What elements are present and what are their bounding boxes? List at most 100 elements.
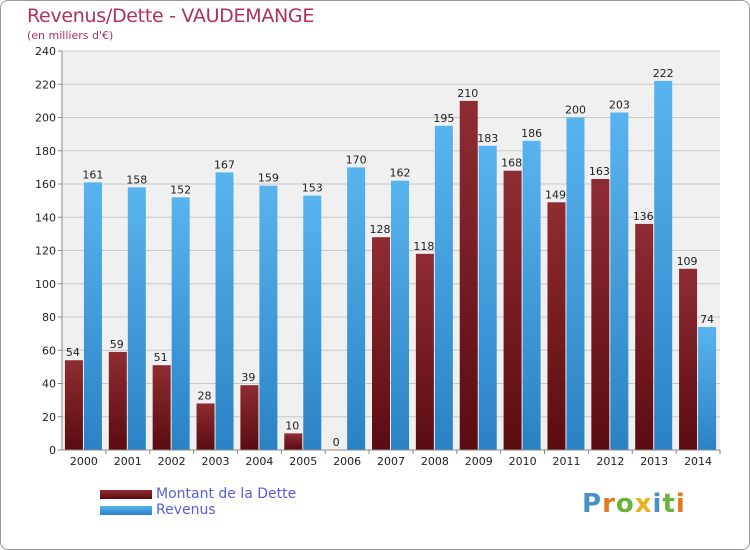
bar-dette [240,385,259,450]
data-label: 159 [258,172,279,185]
x-tick-label: 2011 [552,455,580,468]
data-labels: 54 161 59 158 51 152 28 167 39 159 10 153 0 170 128 162… [66,67,714,449]
y-axis-ticks: 0 20 40 60 80 100 120 140 160 180 200 220 240 [35,45,62,457]
data-label: 167 [214,158,235,171]
logo-letter: x [634,489,653,519]
data-label: 153 [302,182,323,195]
logo-letter: o [615,489,635,519]
y-tick-label: 40 [42,378,56,391]
bar-revenus [566,117,585,450]
x-tick-label: 2001 [114,455,142,468]
y-tick-label: 160 [35,178,56,191]
data-label: 158 [126,173,147,186]
data-label: 170 [346,153,367,166]
data-label: 210 [457,87,478,100]
x-tick-label: 2002 [158,455,186,468]
data-label: 136 [633,210,654,223]
bar-dette [108,351,127,450]
legend-swatch-revenue [100,505,152,515]
bars-group [64,80,717,451]
y-tick-label: 240 [35,45,56,58]
legend-label-debt: Montant de la Dette [156,486,297,502]
data-label: 118 [413,240,434,253]
y-tick-label: 200 [35,112,56,125]
bar-revenus [391,180,409,451]
bar-revenus [171,197,190,450]
legend-item-revenue: Revenus [100,502,296,518]
x-tick-label: 2014 [684,455,712,468]
y-tick-label: 120 [35,245,56,258]
data-label: 0 [333,436,340,449]
legend-label-revenue: Revenus [156,502,216,518]
data-label: 152 [170,183,191,196]
data-label: 222 [653,67,674,80]
data-label: 186 [521,127,542,140]
data-label: 195 [433,112,454,125]
data-label: 54 [66,346,80,359]
bar-revenus [127,187,146,450]
bar-dette [372,237,390,450]
bar-dette [635,223,654,450]
data-label: 59 [110,338,124,351]
y-tick-label: 0 [49,444,56,457]
x-axis-ticks: 2000 2001 2002 2003 2004 2005 2006 2007 2008 2009… [70,450,721,468]
x-tick-label: 2008 [421,455,449,468]
bar-dette [547,202,566,450]
data-label: 39 [241,371,255,384]
data-label: 28 [198,389,212,402]
data-label: 168 [501,157,522,170]
bar-dette [591,179,610,450]
y-tick-label: 220 [35,78,56,91]
data-label: 162 [390,167,411,180]
bar-revenus [215,172,234,451]
bar-dette [64,360,83,450]
data-label: 149 [545,188,566,201]
y-tick-label: 20 [42,411,56,424]
bar-revenus [478,145,497,450]
data-label: 183 [477,132,498,145]
legend-item-debt: Montant de la Dette [100,486,296,502]
bar-revenus [303,195,322,450]
y-tick-label: 100 [35,278,56,291]
x-tick-label: 2005 [289,455,317,468]
bar-revenus [259,185,278,450]
bar-revenus [698,326,717,450]
chart-subtitle: (en milliers d'€) [27,29,114,42]
data-label: 200 [565,104,586,117]
proxiti-logo: Proxiti [582,489,686,519]
bar-dette [284,433,303,450]
data-label: 109 [677,255,698,268]
bar-revenus [83,182,102,450]
bar-dette [459,100,478,450]
data-label: 10 [285,419,299,432]
x-tick-label: 2004 [245,455,273,468]
logo-letter: t [662,489,676,519]
bar-dette [415,253,434,450]
y-tick-label: 180 [35,145,56,158]
x-tick-label: 2010 [509,455,537,468]
x-tick-label: 2000 [70,455,98,468]
x-tick-label: 2007 [377,455,405,468]
data-label: 163 [589,165,610,178]
x-tick-label: 2012 [596,455,624,468]
bar-revenus [347,167,366,450]
bar-revenus [610,112,629,450]
legend-swatch-debt [100,489,152,499]
data-label: 203 [609,99,630,112]
y-tick-label: 60 [42,344,56,357]
logo-letter: r [602,489,616,519]
bar-dette [679,268,698,450]
bar-dette [196,403,215,450]
x-tick-label: 2009 [465,455,493,468]
bar-dette [503,170,522,450]
data-label: 51 [154,351,168,364]
x-tick-label: 2006 [333,455,361,468]
logo-letter: i [675,489,686,519]
bar-revenus [654,80,673,451]
data-label: 74 [700,313,714,326]
x-tick-label: 2013 [640,455,668,468]
data-label: 161 [82,168,103,181]
bar-dette [152,365,171,450]
bar-revenus [434,125,453,450]
